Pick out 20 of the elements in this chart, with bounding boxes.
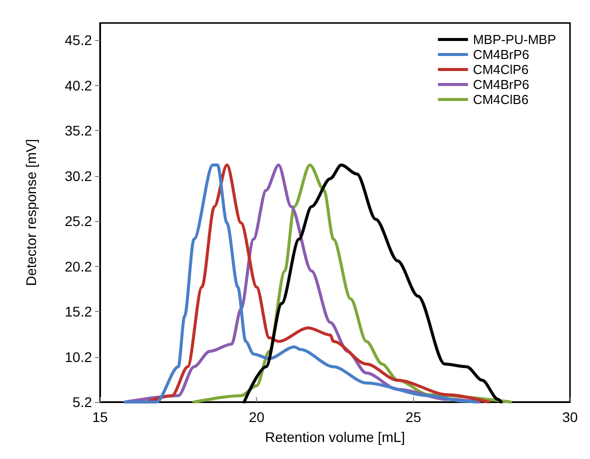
y-tick-label: 15.2 bbox=[64, 304, 92, 320]
x-axis-title: Retention volume [mL] bbox=[264, 429, 406, 445]
legend-label: CM4BrP6 bbox=[472, 77, 530, 92]
y-tick-label: 40.2 bbox=[64, 77, 92, 94]
y-tick-label: 30.2 bbox=[64, 168, 92, 184]
x-tick-label: 25 bbox=[406, 409, 422, 425]
legend-label: CM4ClB6 bbox=[472, 92, 529, 107]
y-tick-label: 45.2 bbox=[64, 32, 92, 48]
y-tick-label: 20.2 bbox=[64, 258, 92, 274]
y-tick-label: 10.2 bbox=[64, 348, 92, 365]
legend-label: MBP-PU-MBP bbox=[472, 32, 556, 47]
y-tick-label: 35.2 bbox=[64, 122, 92, 139]
x-tick-label: 30 bbox=[562, 409, 578, 425]
y-tick-label: 25.2 bbox=[64, 213, 92, 230]
legend-label: CM4BrP6 bbox=[472, 47, 530, 62]
x-tick-label: 15 bbox=[92, 409, 108, 425]
legend-label: CM4ClP6 bbox=[472, 62, 529, 77]
y-axis-title: Detector response [mV] bbox=[23, 138, 39, 286]
y-tick-label: 5.2 bbox=[72, 394, 92, 410]
x-tick-label: 20 bbox=[248, 409, 265, 425]
